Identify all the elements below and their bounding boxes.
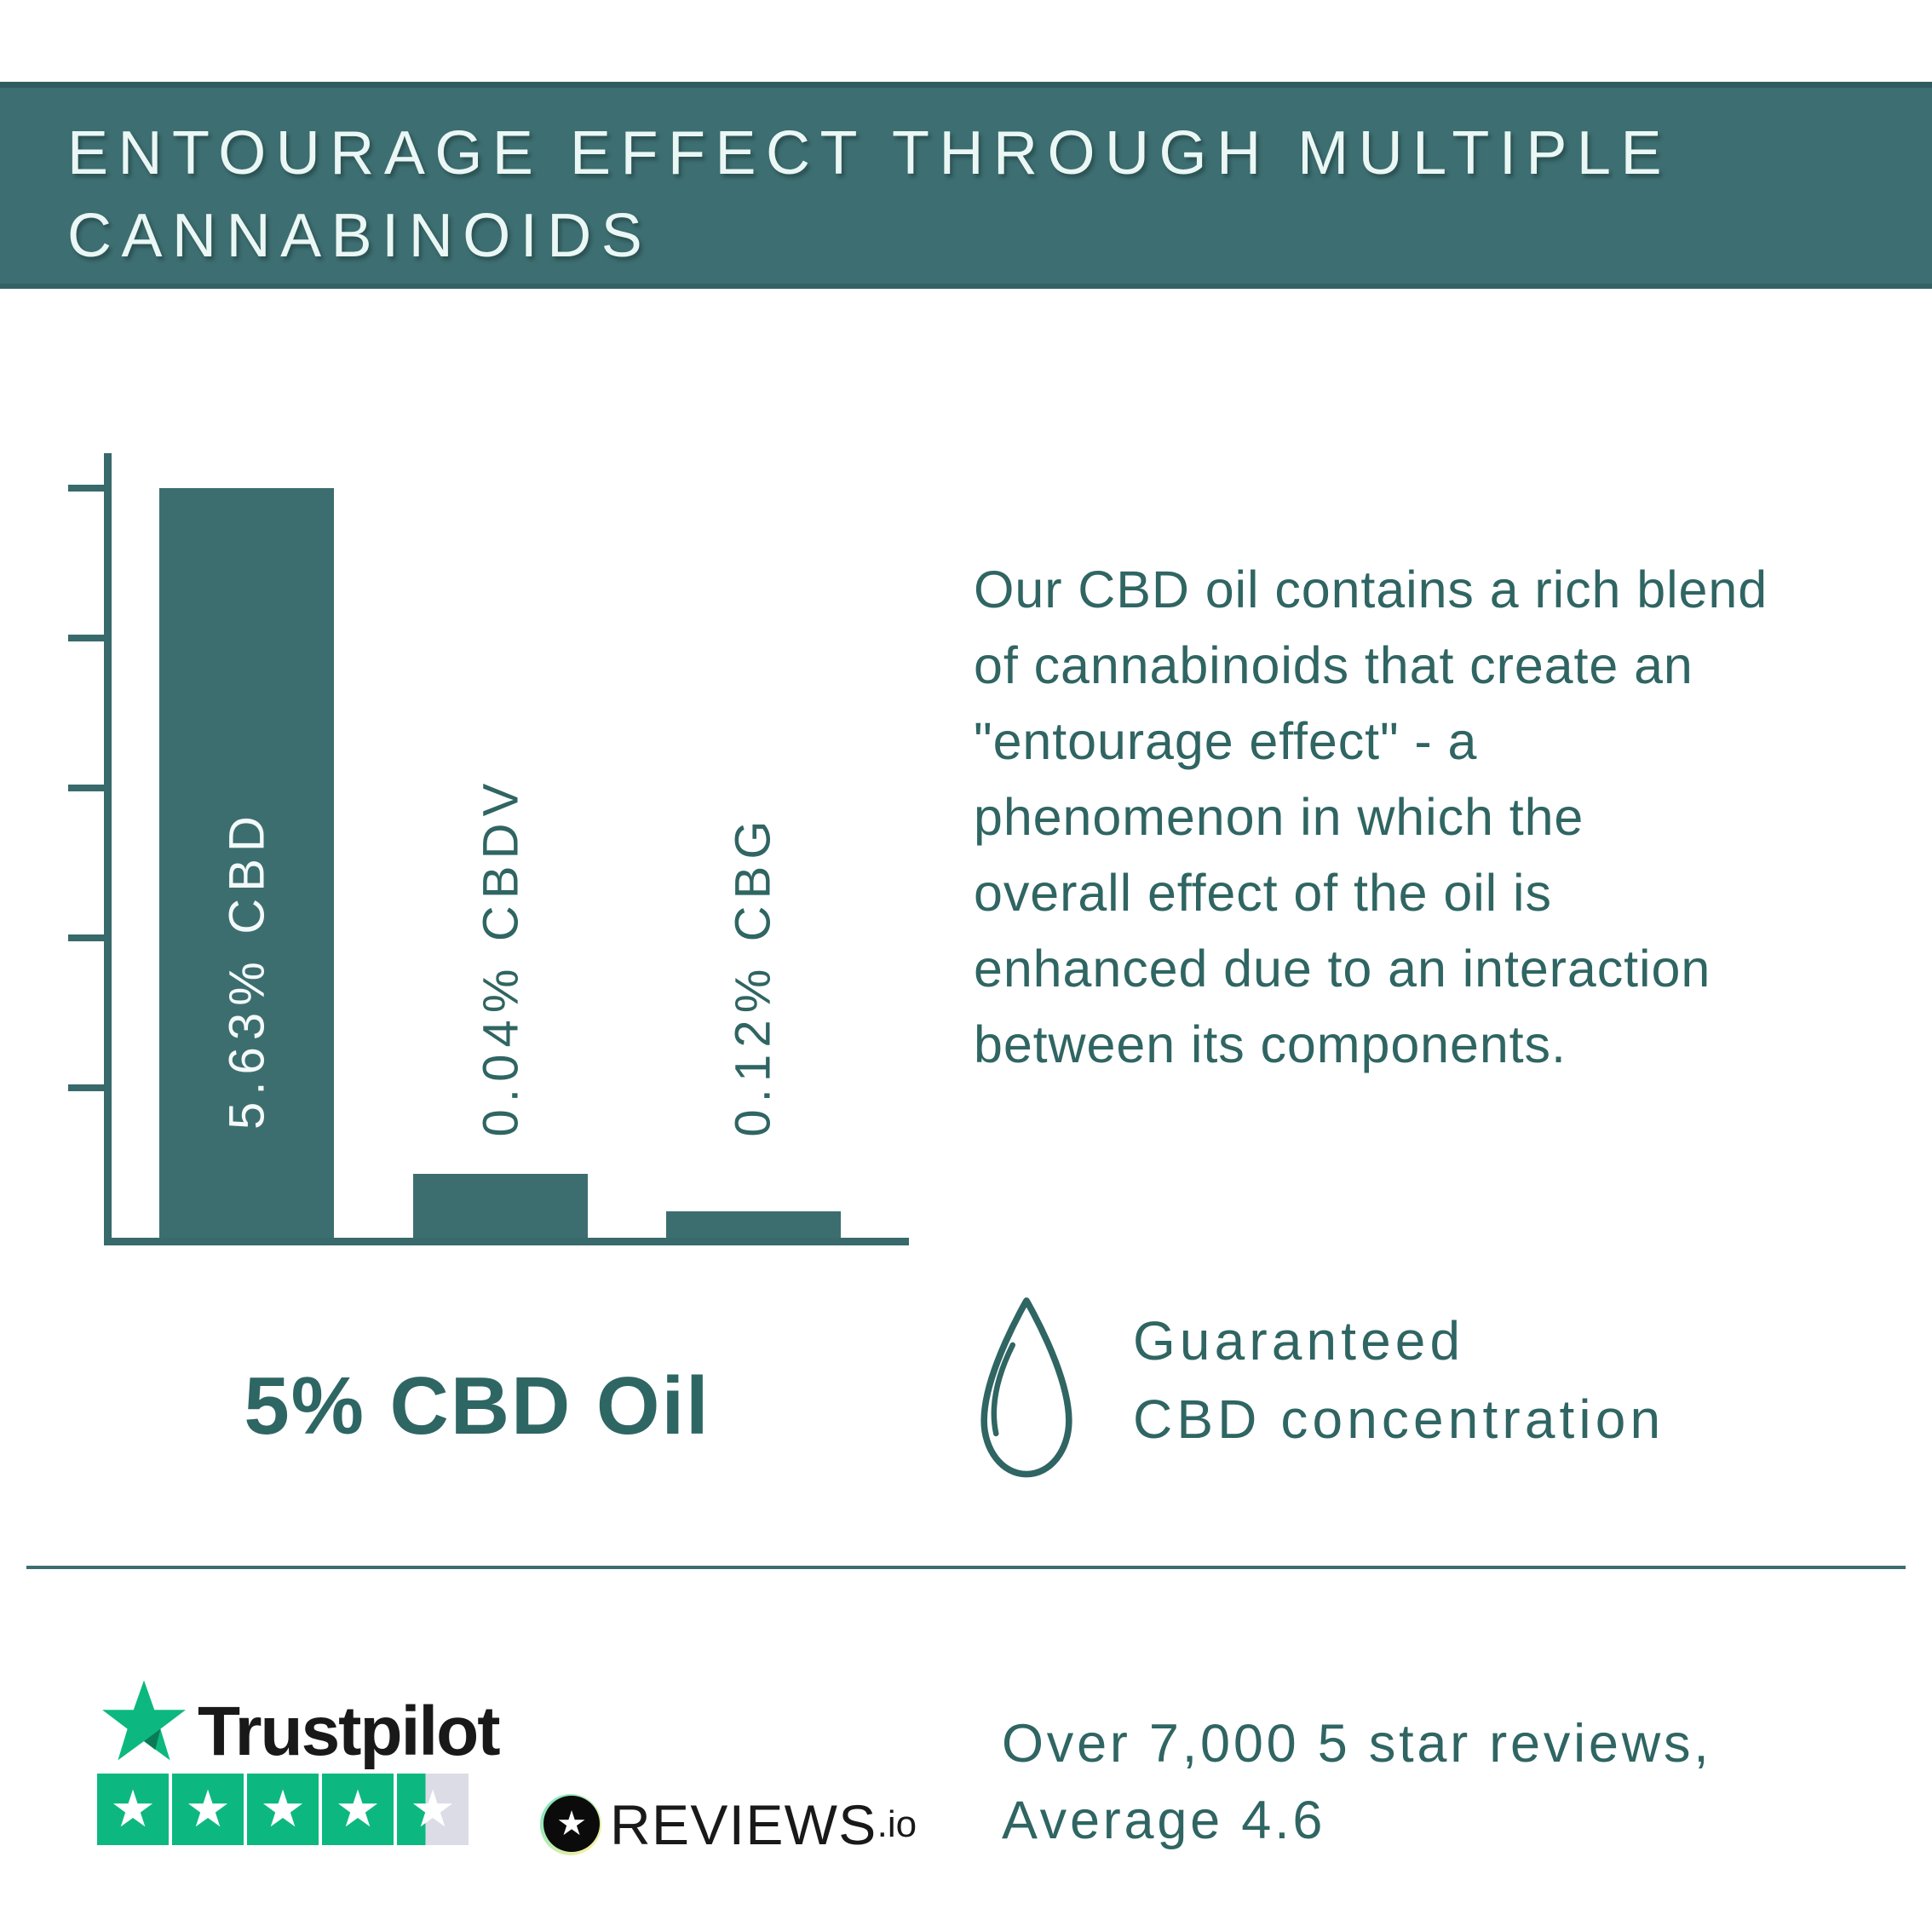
y-tick bbox=[68, 934, 106, 941]
chart-caption: 5% CBD Oil bbox=[244, 1360, 710, 1452]
page-title-line-1: ENTOURAGE EFFECT THROUGH MULTIPLE bbox=[67, 119, 1672, 187]
bar-label-cbg: 0.12% CBG bbox=[725, 814, 781, 1137]
page-title: ENTOURAGE EFFECT THROUGH MULTIPLE CANNAB… bbox=[67, 112, 1671, 278]
y-tick bbox=[68, 785, 106, 791]
page-title-line-2: CANNABINOIDS bbox=[67, 202, 653, 270]
rating-star-box: ★ bbox=[172, 1774, 244, 1845]
header-banner: ENTOURAGE EFFECT THROUGH MULTIPLE CANNAB… bbox=[0, 82, 1932, 289]
rating-star-box: ★ bbox=[247, 1774, 319, 1845]
reviewsio-logo: ★ REVIEWS .io bbox=[540, 1792, 917, 1857]
trustpilot-rating-boxes: ★ ★ ★ ★ ★ bbox=[97, 1774, 469, 1845]
bar-cbd bbox=[159, 488, 334, 1238]
reviewsio-wordmark: REVIEWS bbox=[610, 1793, 877, 1856]
rating-star-box: ★ bbox=[322, 1774, 394, 1845]
reviewsio-suffix: .io bbox=[877, 1803, 917, 1845]
rating-star-icon: ★ bbox=[410, 1780, 456, 1837]
description-paragraph: Our CBD oil contains a rich blend of can… bbox=[974, 561, 1768, 1073]
rating-star-box: ★ bbox=[397, 1774, 469, 1845]
bar-cbg bbox=[666, 1211, 841, 1238]
y-tick bbox=[68, 1084, 106, 1091]
rating-star-icon: ★ bbox=[110, 1780, 156, 1837]
chart-x-axis bbox=[104, 1238, 909, 1245]
y-tick bbox=[68, 485, 106, 492]
trustpilot-wordmark: Trustpilot bbox=[198, 1693, 501, 1770]
trustpilot-star-icon bbox=[101, 1680, 187, 1763]
bar-label-cbd: 5.63% CBD bbox=[219, 808, 275, 1130]
guarantee-label: Guaranteed CBD concentration bbox=[1133, 1310, 1665, 1450]
bar-label-cbdv: 0.04% CBDV bbox=[473, 776, 529, 1137]
rating-star-icon: ★ bbox=[260, 1780, 306, 1837]
rating-star-icon: ★ bbox=[335, 1780, 381, 1837]
reviews-summary: Over 7,000 5 star reviews, Average 4.6 bbox=[1002, 1714, 1712, 1850]
reviewsio-star-icon: ★ bbox=[540, 1794, 601, 1855]
bar-cbdv bbox=[413, 1174, 588, 1238]
rating-star-icon: ★ bbox=[185, 1780, 231, 1837]
section-divider bbox=[26, 1566, 1906, 1569]
chart-y-axis bbox=[104, 453, 112, 1245]
rating-star-box: ★ bbox=[97, 1774, 169, 1845]
y-tick bbox=[68, 635, 106, 641]
droplet-icon bbox=[971, 1293, 1082, 1492]
